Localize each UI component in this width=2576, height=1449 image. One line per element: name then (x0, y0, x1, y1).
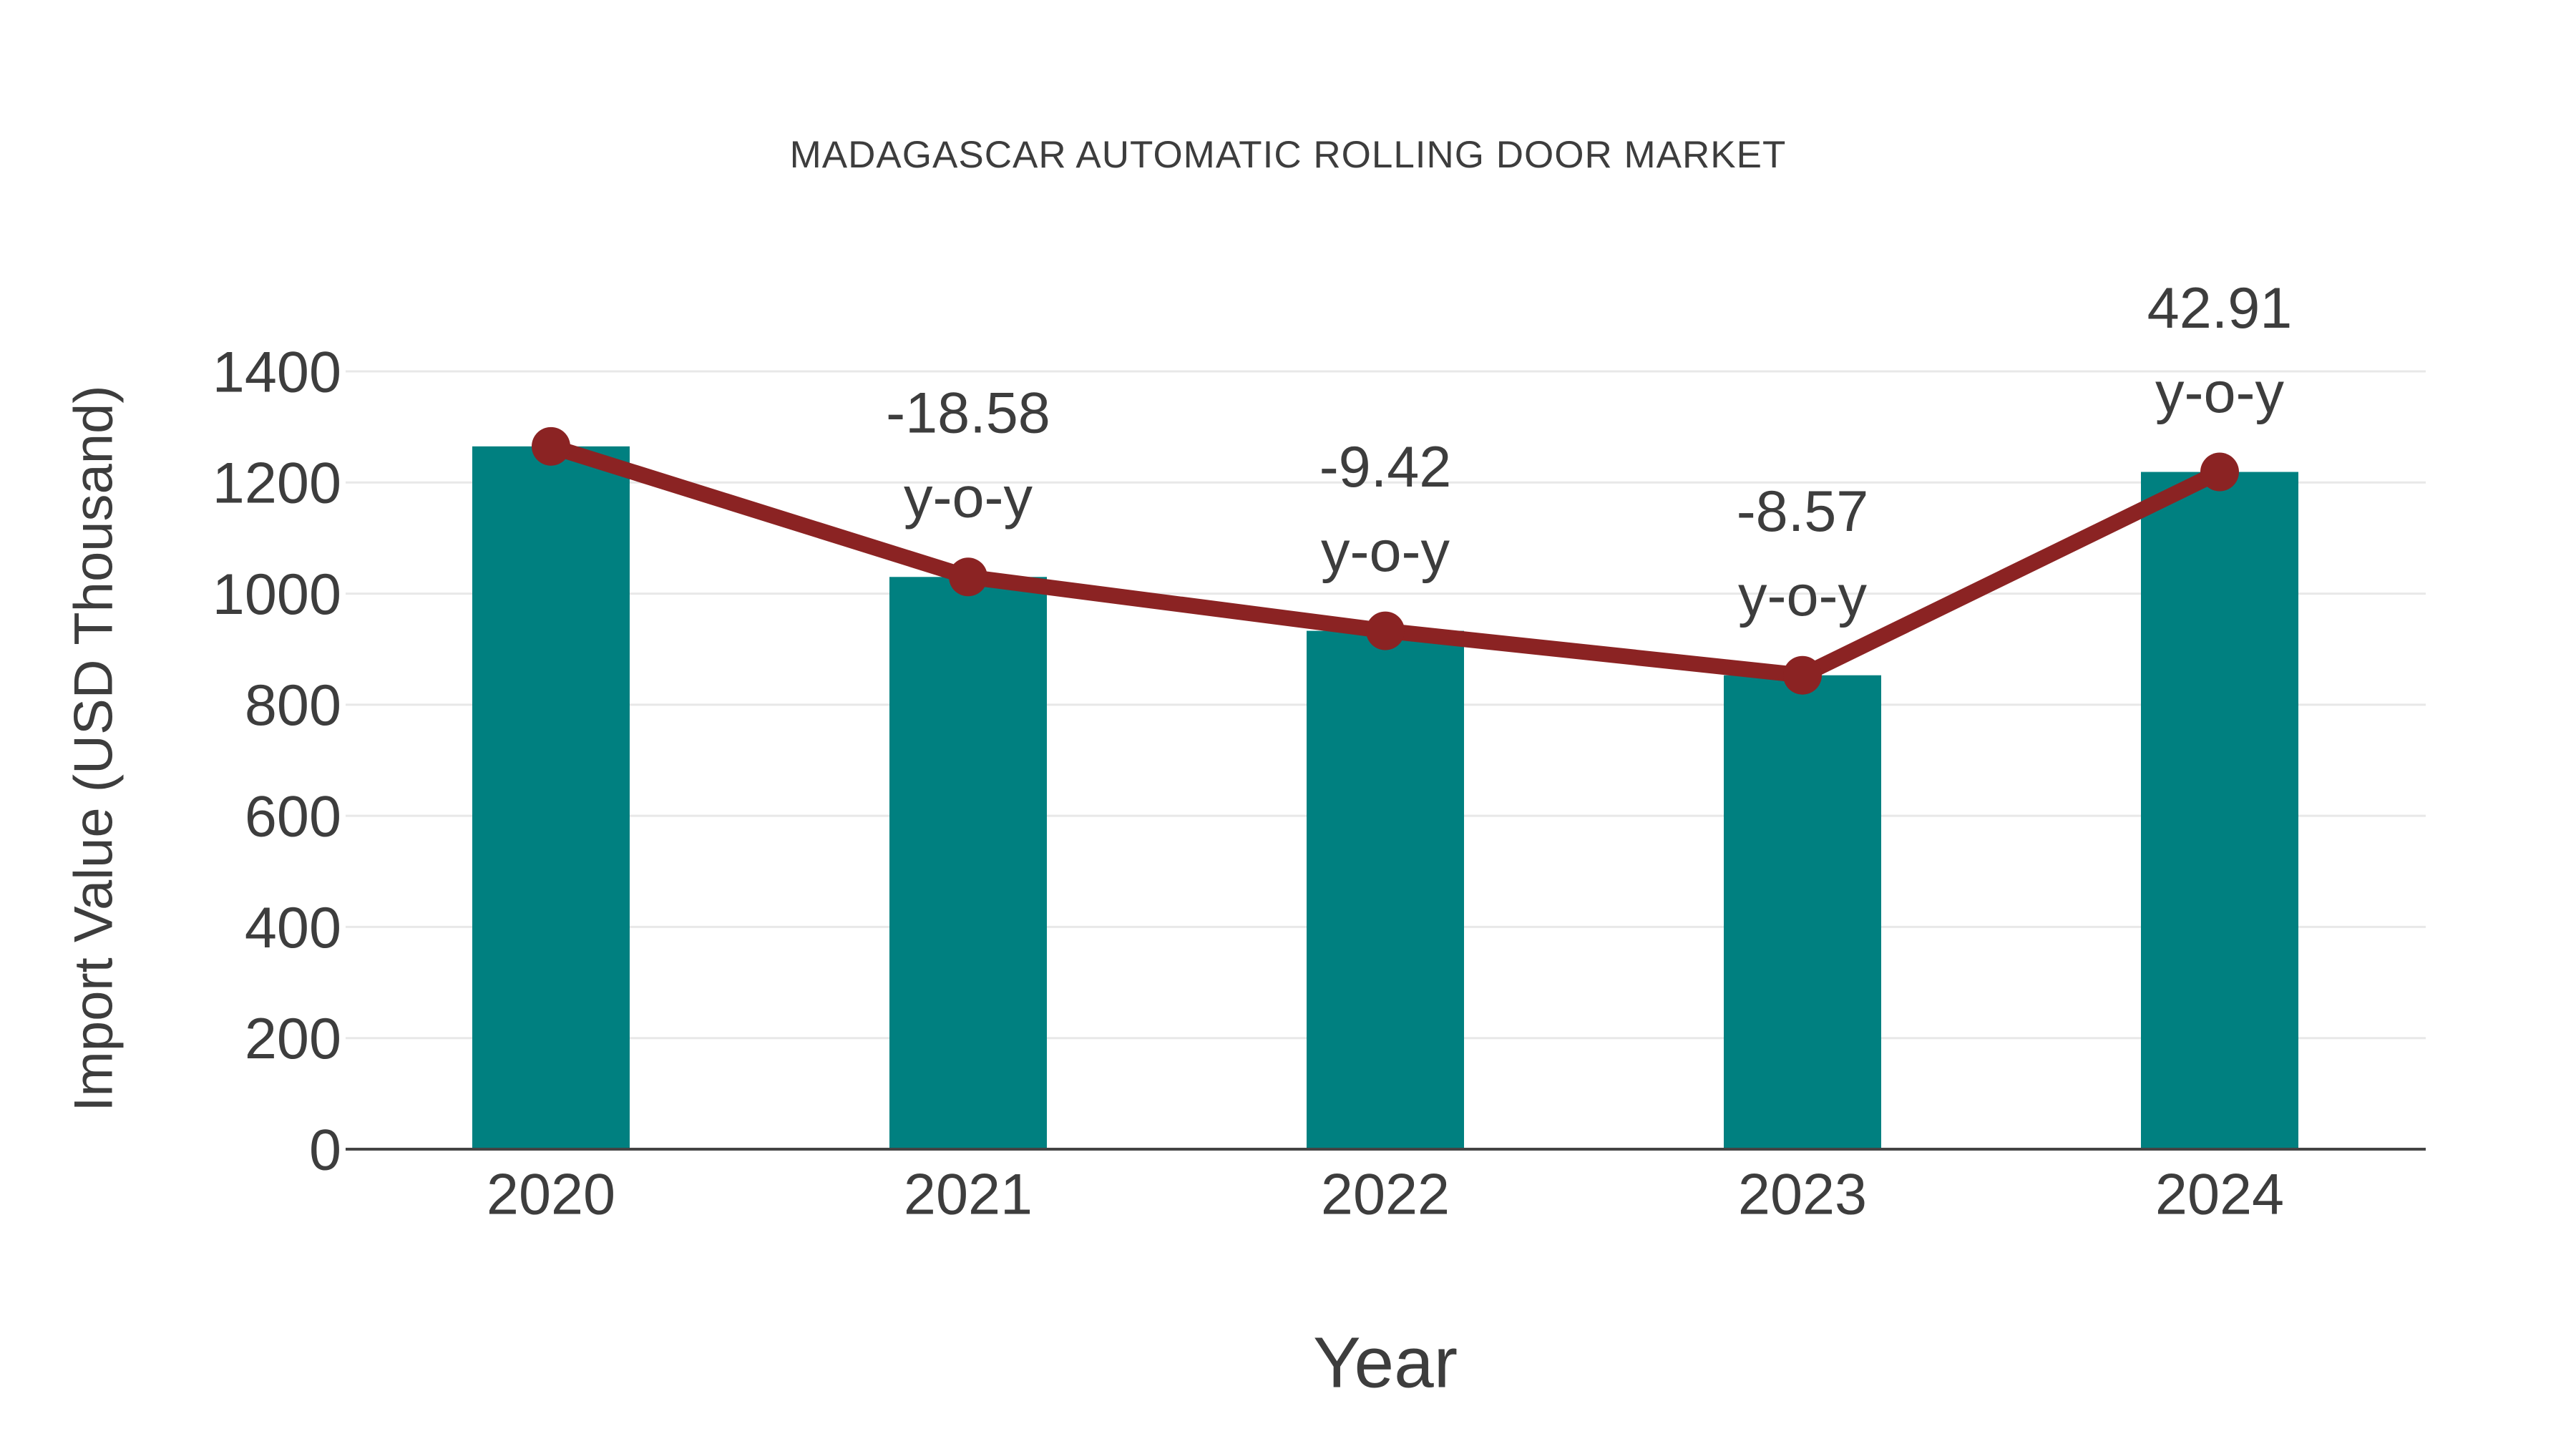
annotation-2023-suffix: y-o-y (1738, 564, 1867, 628)
marker-2023 (1783, 655, 1822, 695)
annotation-2022-value: -9.42 (1319, 435, 1452, 499)
y-tick-label-400: 400 (245, 896, 341, 960)
annotation-2023-value: -8.57 (1737, 479, 1869, 544)
annotation-2021-value: -18.58 (886, 381, 1050, 446)
annotation-2024-suffix: y-o-y (2155, 361, 2284, 425)
y-tick-label-800: 800 (245, 673, 341, 738)
y-tick-label-1200: 1200 (213, 452, 341, 516)
y-tick-label-1000: 1000 (213, 562, 341, 627)
bar-2020 (472, 446, 630, 1149)
y-axis-title: Import Value (USD Thousand) (63, 385, 125, 1112)
x-tick-label-2024: 2024 (2155, 1162, 2284, 1226)
bar-2024 (2141, 472, 2298, 1149)
marker-2020 (532, 426, 570, 466)
marker-2022 (1366, 611, 1405, 650)
annotation-2024-value: 42.91 (2147, 276, 2293, 341)
marker-2024 (2200, 452, 2239, 492)
bar-2021 (889, 577, 1047, 1149)
y-tick-label-600: 600 (245, 784, 341, 849)
y-tick-label-200: 200 (245, 1007, 341, 1071)
x-tick-label-2021: 2021 (904, 1162, 1033, 1226)
x-tick-label-2023: 2023 (1738, 1162, 1867, 1226)
bar-2023 (1724, 675, 1881, 1149)
annotation-2021-suffix: y-o-y (904, 466, 1033, 530)
y-tick-label-0: 0 (309, 1118, 341, 1182)
y-tick-label-1400: 1400 (213, 340, 341, 404)
x-axis-title: Year (1312, 1322, 1458, 1403)
bar-2022 (1307, 630, 1464, 1149)
marker-2021 (949, 557, 987, 597)
x-tick-label-2020: 2020 (487, 1162, 615, 1226)
annotation-2022-suffix: y-o-y (1321, 519, 1450, 584)
x-tick-label-2022: 2022 (1321, 1162, 1450, 1226)
chart-title: MADAGASCAR AUTOMATIC ROLLING DOOR MARKET (789, 134, 1787, 176)
